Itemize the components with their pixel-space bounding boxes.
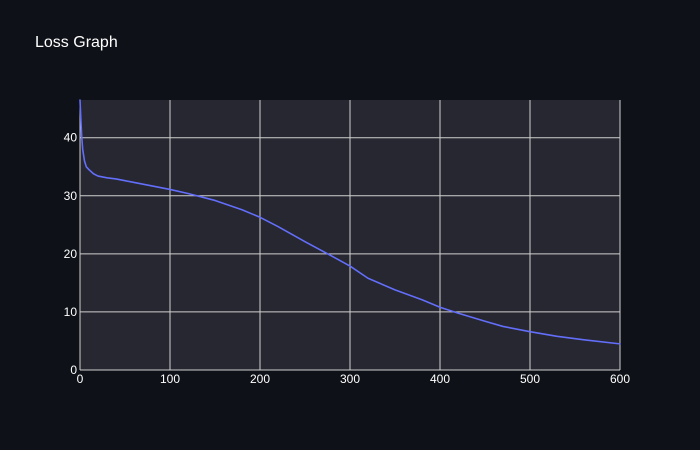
y-axis-ticks: 0 10 20 30 40 [64, 131, 78, 377]
x-tick-label: 200 [250, 372, 270, 386]
x-tick-label: 400 [430, 372, 450, 386]
y-tick-label: 10 [64, 305, 78, 319]
x-tick-label: 600 [610, 372, 630, 386]
x-tick-label: 300 [340, 372, 360, 386]
x-axis-ticks: 0 100 200 300 400 500 600 [77, 372, 631, 386]
grid-lines [79, 100, 621, 371]
series-line-0 [79, 99, 621, 345]
series-group [79, 99, 621, 345]
y-tick-label: 40 [64, 131, 78, 145]
y-tick-label: 30 [64, 189, 78, 203]
chart-title: Loss Graph [35, 34, 118, 51]
y-tick-label: 20 [64, 247, 78, 261]
x-tick-label: 0 [77, 372, 84, 386]
x-tick-label: 100 [160, 372, 180, 386]
x-tick-label: 500 [520, 372, 540, 386]
y-tick-label: 0 [70, 363, 77, 377]
